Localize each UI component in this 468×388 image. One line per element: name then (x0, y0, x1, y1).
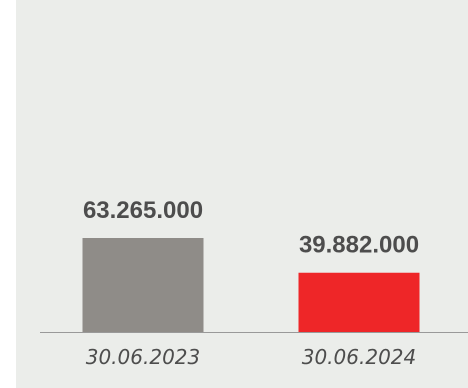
value-label: 39.882.000 (299, 232, 419, 259)
bar-30.06.2023 (82, 238, 204, 332)
bar-30.06.2024 (298, 272, 420, 332)
category-label: 30.06.2023 (86, 345, 201, 369)
category-label: 30.06.2024 (302, 345, 417, 369)
value-label: 63.265.000 (83, 197, 203, 224)
labels-group: 63.265.000 30.06.2023 39.882.000 30.06.2024 (83, 197, 419, 369)
bars-group (82, 238, 420, 332)
